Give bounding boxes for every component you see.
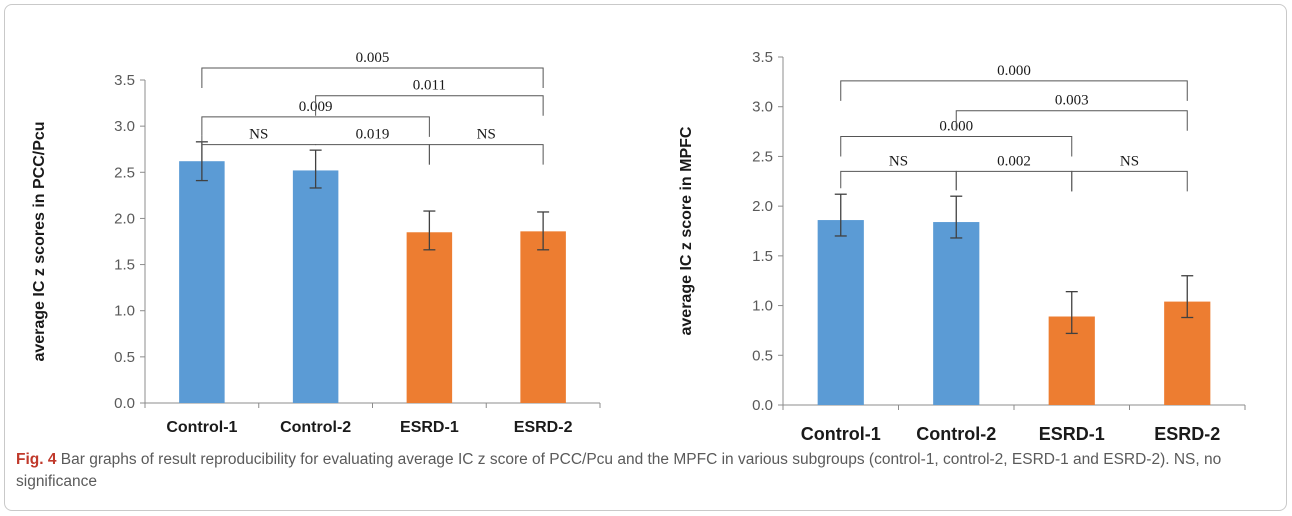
- y-tick-label: 2.5: [752, 148, 773, 165]
- x-category-label: ESRD-1: [1039, 424, 1105, 444]
- bar-chart-pcc-pcu: 0.0 0.5 1.0 1.5 2.0 2.5 3.0 3.5 average IC z sco…: [31, 50, 601, 436]
- y-tick-label: 2.0: [114, 210, 135, 227]
- bar-control-2: [933, 222, 980, 405]
- y-tick-label: 0.0: [752, 397, 773, 414]
- significance-bracket: [840, 170, 957, 191]
- significance-label: NS: [477, 127, 496, 143]
- figure-caption-label: Fig. 4: [16, 451, 57, 468]
- significance-bracket: [201, 116, 430, 137]
- significance-label: NS: [889, 153, 908, 169]
- significance-label: 0.011: [413, 78, 446, 94]
- y-tick-label: 1.5: [752, 248, 773, 265]
- bar-esrd-2: [1164, 301, 1211, 405]
- bar-control-1: [817, 220, 864, 405]
- significance-bracket: [840, 136, 1073, 157]
- bar-esrd-2: [520, 231, 566, 403]
- bar-chart-mpfc: 0.0 0.5 1.0 1.5 2.0 2.5 3.0 3.5 average IC z sco…: [678, 49, 1246, 444]
- significance-label: NS: [1120, 153, 1139, 169]
- x-category-label: ESRD-1: [400, 419, 459, 436]
- significance-label: 0.005: [356, 50, 390, 66]
- significance-bracket: [955, 170, 1073, 192]
- bar-control-2: [292, 170, 339, 403]
- bar-esrd-1: [406, 232, 453, 403]
- significance-bracket: [315, 144, 430, 165]
- y-tick-label: 3.0: [752, 99, 773, 116]
- y-tick-label: 0.0: [114, 395, 135, 412]
- significance-bracket: [955, 110, 1188, 131]
- y-tick-label: 3.0: [114, 118, 135, 135]
- significance-label: 0.002: [997, 153, 1031, 169]
- x-category-label: Control-2: [916, 424, 996, 444]
- figure-frame: [4, 4, 1287, 511]
- y-tick-label: 1.0: [752, 298, 773, 315]
- x-category-label: Control-1: [801, 424, 881, 444]
- y-tick-label: 3.5: [114, 72, 135, 89]
- y-tick-label: 1.5: [114, 257, 135, 274]
- x-category-label: Control-1: [166, 419, 237, 436]
- y-axis-title: average IC z scores in PCC/Pcu: [31, 121, 48, 361]
- significance-bracket: [315, 95, 544, 116]
- y-tick-label: 0.5: [752, 347, 773, 364]
- y-tick-label: 3.5: [752, 49, 773, 66]
- figure-caption-text: Bar graphs of result reproducibility for…: [16, 451, 1222, 490]
- x-category-label: ESRD-2: [1154, 424, 1220, 444]
- significance-label: 0.019: [356, 127, 390, 143]
- bar-control-1: [179, 161, 225, 403]
- significance-bracket: [1071, 170, 1188, 192]
- y-tick-label: 1.0: [114, 303, 135, 320]
- significance-bracket: [428, 144, 544, 165]
- y-tick-label: 2.0: [752, 198, 773, 215]
- y-tick-label: 0.5: [114, 349, 135, 366]
- significance-label: NS: [249, 127, 268, 143]
- significance-label: 0.003: [1055, 93, 1089, 109]
- significance-bracket: [840, 80, 1188, 101]
- significance-label: 0.000: [997, 63, 1031, 79]
- y-tick-label: 2.5: [114, 164, 135, 181]
- figure-caption: Fig. 4 Bar graphs of result reproducibil…: [16, 449, 1278, 493]
- y-axis-title: average IC z score in MPFC: [678, 126, 695, 335]
- x-category-label: ESRD-2: [514, 419, 573, 436]
- x-category-label: Control-2: [280, 419, 351, 436]
- significance-bracket: [201, 67, 544, 89]
